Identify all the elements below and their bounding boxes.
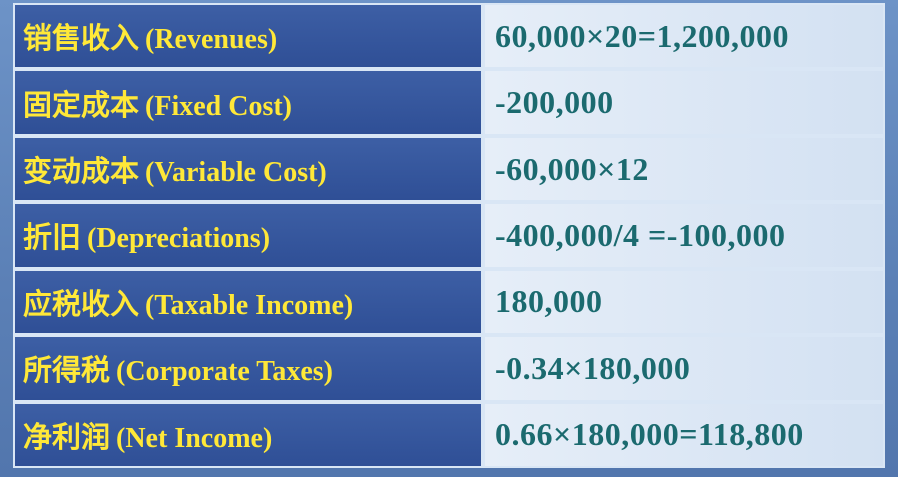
table-row: 销售收入 (Revenues) 60,000×20=1,200,000 xyxy=(13,3,885,70)
table-row: 变动成本 (Variable Cost) -60,000×12 xyxy=(13,135,885,203)
row-label: 固定成本 (Fixed Cost) xyxy=(13,69,483,136)
row-value: -0.34×180,000 xyxy=(483,335,885,402)
value-text: -0.34×180,000 xyxy=(495,349,691,386)
label-chinese: 折旧 xyxy=(23,220,82,255)
label-chinese: 净利润 xyxy=(23,419,111,454)
label-chinese: 变动成本 xyxy=(23,154,140,189)
label-english: (Corporate Taxes) xyxy=(116,356,333,388)
table-row: 折旧 (Depreciations) -400,000/4 =-100,000 xyxy=(13,202,885,269)
label-english: (Variable Cost) xyxy=(145,157,327,189)
value-text: 60,000×20=1,200,000 xyxy=(495,17,789,54)
row-value: -400,000/4 =-100,000 xyxy=(483,202,885,269)
row-value: 60,000×20=1,200,000 xyxy=(483,3,885,70)
table-row: 固定成本 (Fixed Cost) -200,000 xyxy=(13,69,885,136)
row-label: 变动成本 (Variable Cost) xyxy=(13,135,483,203)
table-row: 应税收入 (Taxable Income) 180,000 xyxy=(13,268,885,336)
value-text: -200,000 xyxy=(495,84,614,121)
row-value: -60,000×12 xyxy=(483,135,885,203)
label-chinese: 应税收入 xyxy=(23,286,140,321)
label-chinese: 销售收入 xyxy=(23,21,140,56)
label-english: (Fixed Cost) xyxy=(145,90,292,122)
table-row: 净利润 (Net Income) 0.66×180,000=118,800 xyxy=(13,401,885,468)
row-label: 销售收入 (Revenues) xyxy=(13,3,483,70)
row-label: 折旧 (Depreciations) xyxy=(13,202,483,269)
label-english: (Revenues) xyxy=(145,24,278,56)
label-chinese: 所得税 xyxy=(23,353,111,388)
income-calculation-table: 销售收入 (Revenues) 60,000×20=1,200,000 固定成本(… xyxy=(13,3,885,468)
label-english: (Taxable Income) xyxy=(145,289,354,321)
value-text: 180,000 xyxy=(495,283,603,320)
row-label: 净利润 (Net Income) xyxy=(13,401,483,468)
table-row: 所得税 (Corporate Taxes) -0.34×180,000 xyxy=(13,335,885,402)
value-text: 0.66×180,000=118,800 xyxy=(495,416,804,453)
row-label: 所得税 (Corporate Taxes) xyxy=(13,335,483,402)
row-label: 应税收入 (Taxable Income) xyxy=(13,268,483,336)
row-value: 180,000 xyxy=(483,268,885,336)
label-english: (Net Income) xyxy=(116,422,273,454)
row-value: -200,000 xyxy=(483,69,885,136)
value-text: -400,000/4 =-100,000 xyxy=(495,216,786,253)
label-english: (Depreciations) xyxy=(87,223,271,255)
label-chinese: 固定成本 xyxy=(23,87,140,122)
row-value: 0.66×180,000=118,800 xyxy=(483,401,885,468)
value-text: -60,000×12 xyxy=(495,150,649,187)
